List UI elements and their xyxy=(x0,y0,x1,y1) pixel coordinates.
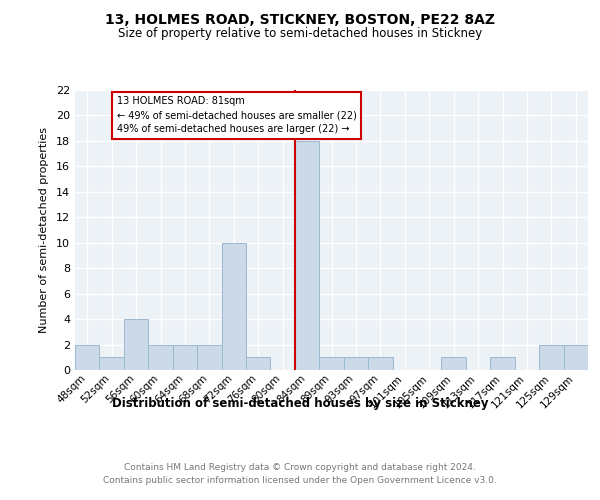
Bar xyxy=(319,358,344,370)
Bar xyxy=(221,242,246,370)
Bar xyxy=(368,358,392,370)
Text: Distribution of semi-detached houses by size in Stickney: Distribution of semi-detached houses by … xyxy=(112,398,488,410)
Text: Size of property relative to semi-detached houses in Stickney: Size of property relative to semi-detach… xyxy=(118,28,482,40)
Bar xyxy=(100,358,124,370)
Text: Contains HM Land Registry data © Crown copyright and database right 2024.: Contains HM Land Registry data © Crown c… xyxy=(124,462,476,471)
Bar xyxy=(197,344,221,370)
Bar xyxy=(563,344,588,370)
Bar xyxy=(246,358,271,370)
Bar xyxy=(442,358,466,370)
Y-axis label: Number of semi-detached properties: Number of semi-detached properties xyxy=(39,127,49,333)
Bar xyxy=(539,344,563,370)
Bar xyxy=(124,319,148,370)
Bar xyxy=(148,344,173,370)
Bar xyxy=(490,358,515,370)
Text: 13 HOLMES ROAD: 81sqm
← 49% of semi-detached houses are smaller (22)
49% of semi: 13 HOLMES ROAD: 81sqm ← 49% of semi-deta… xyxy=(116,96,356,134)
Bar xyxy=(173,344,197,370)
Text: Contains public sector information licensed under the Open Government Licence v3: Contains public sector information licen… xyxy=(103,476,497,485)
Bar xyxy=(344,358,368,370)
Bar xyxy=(295,141,319,370)
Bar xyxy=(75,344,100,370)
Text: 13, HOLMES ROAD, STICKNEY, BOSTON, PE22 8AZ: 13, HOLMES ROAD, STICKNEY, BOSTON, PE22 … xyxy=(105,12,495,26)
